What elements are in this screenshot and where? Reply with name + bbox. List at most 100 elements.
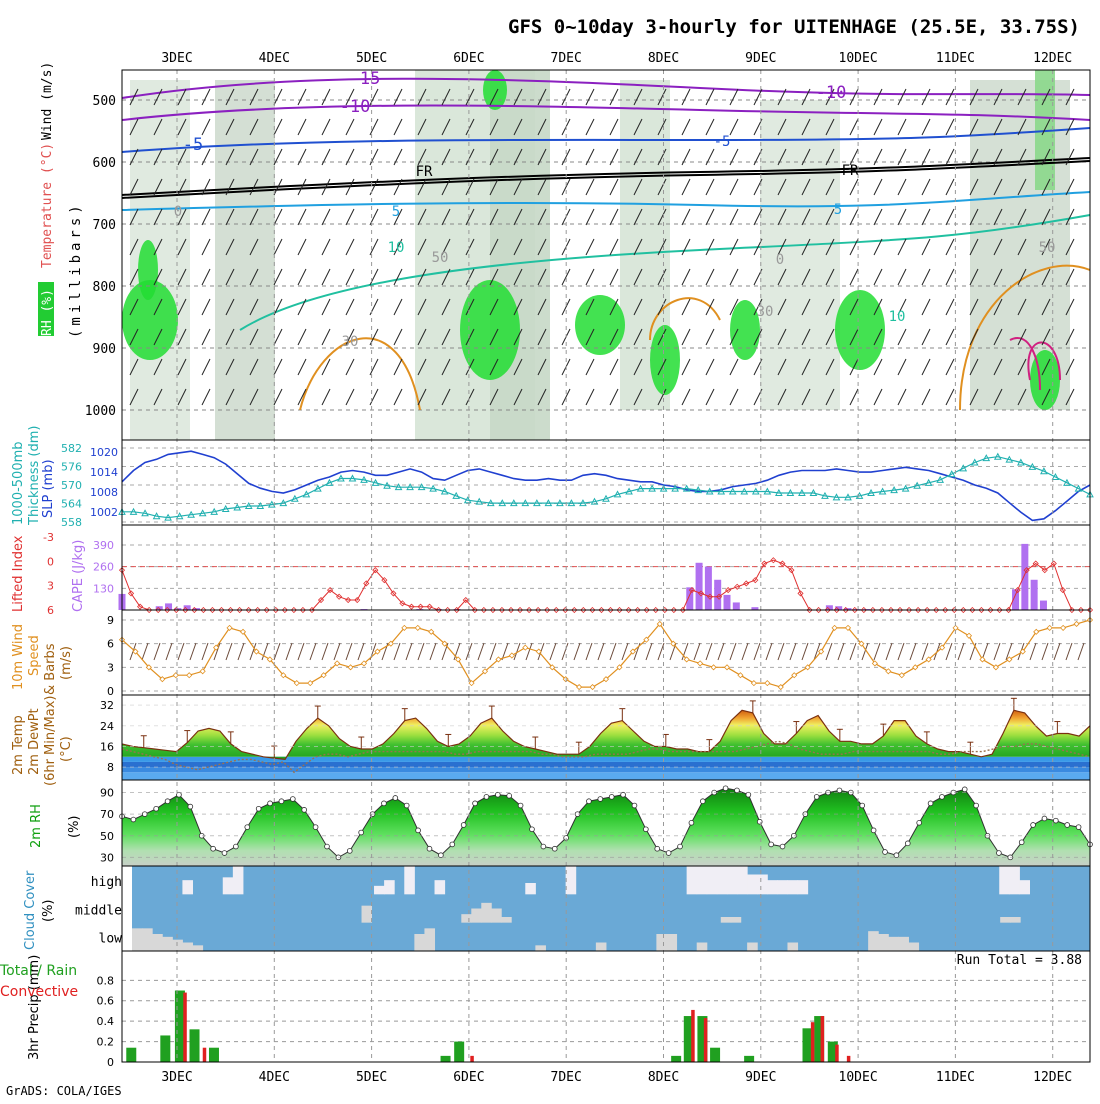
wind-barb bbox=[633, 238, 643, 256]
thickness-point bbox=[325, 478, 334, 486]
rh-point bbox=[517, 802, 524, 809]
wind-barb bbox=[897, 238, 907, 256]
wind-barb bbox=[249, 148, 259, 166]
wind-barb bbox=[465, 388, 475, 406]
wind-barb bbox=[201, 118, 211, 136]
rh-point bbox=[540, 843, 547, 850]
rh2m-unit-label: (%) bbox=[67, 816, 82, 839]
wind-barb bbox=[633, 148, 643, 166]
wind-speed-point bbox=[266, 656, 273, 663]
wind-barb bbox=[801, 148, 811, 166]
rh-tick: 90 bbox=[100, 787, 114, 800]
rh-point bbox=[677, 843, 683, 850]
cold-band bbox=[122, 761, 1090, 768]
wind-barb bbox=[801, 208, 811, 226]
cloud-cell bbox=[152, 934, 163, 951]
wind-barb bbox=[225, 388, 235, 406]
cloud-row-label: middle bbox=[75, 903, 122, 918]
surface-wind-barb bbox=[405, 642, 413, 661]
wind-barb bbox=[393, 268, 403, 286]
wind-barb bbox=[1065, 388, 1075, 406]
rh-blob bbox=[122, 280, 178, 360]
li-point bbox=[987, 606, 994, 614]
wind-barb bbox=[705, 88, 715, 106]
rh-point bbox=[939, 794, 945, 800]
rh-point bbox=[1030, 822, 1036, 828]
wind-barb bbox=[369, 118, 379, 136]
wind-barb bbox=[825, 88, 835, 106]
wind-barb bbox=[873, 268, 883, 286]
thickness-line bbox=[122, 456, 1091, 519]
thickness-point bbox=[728, 487, 737, 495]
cape-bar bbox=[714, 579, 722, 610]
wind-barb bbox=[489, 178, 499, 196]
wind-barb bbox=[153, 208, 163, 226]
wind-barb bbox=[321, 358, 331, 376]
precip-axis-label: 3hr Precip (mm) bbox=[27, 955, 42, 1060]
thickness-point bbox=[613, 490, 622, 498]
li-point bbox=[878, 606, 885, 614]
precip-convective-bar bbox=[470, 1055, 474, 1062]
wind-barb bbox=[657, 118, 667, 136]
wind-barb bbox=[297, 118, 307, 136]
wind-barb bbox=[393, 328, 403, 346]
thickness-point bbox=[947, 470, 956, 478]
thickness-point bbox=[164, 513, 172, 521]
rh2m-panel: 90 70 50 30 2m RH (%) bbox=[29, 785, 1093, 866]
li-point bbox=[544, 606, 551, 614]
li-point bbox=[580, 606, 587, 614]
wind-barb bbox=[657, 238, 667, 256]
precip-tick: 0.2 bbox=[97, 1036, 115, 1049]
rh-point bbox=[688, 819, 695, 826]
wind-barb bbox=[321, 298, 331, 316]
thickness-point bbox=[625, 487, 633, 495]
li-point bbox=[905, 606, 913, 614]
panel-border bbox=[121, 439, 1091, 526]
temp-dewpt-panel: 32 24 16 8 2m Temp 2m DewPt (6hr Min/Max) (°C) bbox=[11, 696, 1091, 786]
wind-barb bbox=[921, 388, 931, 406]
li-point bbox=[960, 606, 967, 614]
rh-point bbox=[460, 822, 467, 828]
wind-barb bbox=[753, 88, 763, 106]
wind-barb bbox=[897, 388, 907, 406]
li-point bbox=[896, 606, 904, 614]
wind-barb bbox=[489, 88, 499, 106]
wind-barb bbox=[1065, 178, 1075, 196]
wind-barb bbox=[873, 388, 883, 406]
pressure-tick: 700 bbox=[93, 218, 116, 233]
surface-wind-barb bbox=[705, 642, 713, 661]
cape-bar bbox=[1021, 543, 1029, 610]
wind-speed-point bbox=[858, 640, 865, 647]
temp-axis-label: (6hr Min/Max) bbox=[43, 696, 58, 786]
cloud-cell bbox=[1010, 917, 1021, 923]
wind-barb bbox=[177, 118, 187, 136]
li-point bbox=[480, 606, 487, 614]
wind-barb bbox=[153, 88, 163, 106]
thickness-point bbox=[775, 488, 783, 496]
cloud-cell bbox=[404, 866, 415, 895]
wind-barb bbox=[513, 328, 523, 346]
wind-barb bbox=[1017, 298, 1027, 316]
wind-barb bbox=[873, 148, 883, 166]
cloud-cell bbox=[656, 934, 667, 951]
wind-barb bbox=[177, 238, 187, 256]
surface-wind-barb bbox=[609, 642, 617, 661]
wind-barb bbox=[561, 388, 571, 406]
rh-point bbox=[586, 798, 592, 804]
wind10-axis-label: 10m Wind bbox=[11, 624, 26, 690]
date-bottom-label: 11DEC bbox=[936, 1070, 975, 1085]
wind-barb bbox=[417, 268, 427, 286]
cloud-cell bbox=[1019, 880, 1030, 895]
surface-wind-barb bbox=[477, 642, 485, 661]
wind-barb bbox=[777, 268, 787, 286]
rh-point bbox=[597, 796, 604, 802]
rh-point bbox=[643, 826, 649, 833]
rh-point bbox=[381, 800, 387, 807]
wind-barb bbox=[513, 208, 523, 226]
wind-barb bbox=[825, 208, 835, 226]
cloud-cover-panel: high middle low Cloud Cover (%) bbox=[23, 866, 1090, 951]
wind-barb bbox=[993, 388, 1003, 406]
rh-point bbox=[916, 819, 922, 826]
li-point bbox=[155, 606, 162, 614]
wind-barb bbox=[393, 298, 403, 316]
